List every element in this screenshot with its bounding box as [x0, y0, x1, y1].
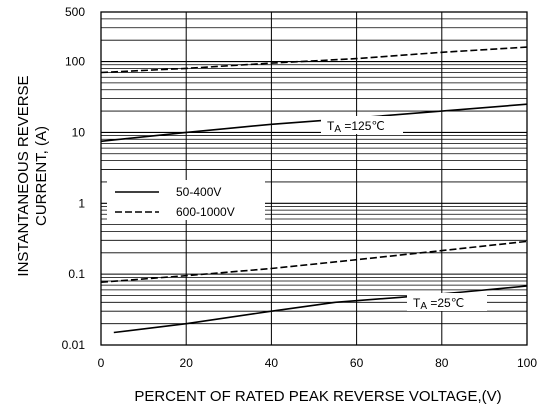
annotation-box — [407, 293, 487, 311]
legend-label: 50-400V — [176, 185, 221, 199]
series-line-solid-25 — [113, 285, 528, 334]
y-axis-title-line1: INSTANTANEOUS REVERSE — [15, 75, 32, 276]
y-tick-label: 0.1 — [68, 267, 85, 281]
legend-box — [107, 180, 265, 220]
x-axis-ticks: 0 20 40 60 80 100 — [98, 356, 538, 370]
series-line-solid-125 — [100, 103, 528, 143]
plot-frame — [100, 11, 528, 346]
y-tick-label: 10 — [72, 125, 86, 139]
x-axis-title: PERCENT OF RATED PEAK REVERSE VOLTAGE,(V… — [134, 388, 501, 405]
x-tick-label: 40 — [265, 356, 279, 370]
x-tick-label: 0 — [98, 356, 105, 370]
y-axis-title-line2: CURRENT, (A) — [33, 126, 50, 226]
legend: 50-400V 600-1000V — [107, 180, 265, 220]
y-axis-ticks: 0.01 0.1 1 10 100 500 — [62, 5, 86, 352]
x-tick-label: 20 — [180, 356, 194, 370]
series-line-dashed-125 — [100, 46, 528, 74]
annotation-box — [321, 116, 403, 134]
x-tick-label: 100 — [517, 356, 537, 370]
annotation-label: TA =25℃ — [413, 296, 464, 312]
series-lines — [100, 46, 528, 334]
y-tick-label: 500 — [65, 5, 85, 19]
y-tick-label: 100 — [65, 55, 85, 69]
series-line-dashed-25 — [100, 240, 528, 283]
y-tick-label: 0.01 — [62, 338, 86, 352]
plot-border — [100, 11, 528, 346]
annotation-label: TA =125℃ — [327, 119, 385, 135]
x-tick-label: 60 — [350, 356, 364, 370]
x-tick-label: 80 — [435, 356, 449, 370]
legend-label: 600-1000V — [176, 205, 235, 219]
y-tick-label: 1 — [78, 196, 85, 210]
annotations: TA =125℃ TA =25℃ — [321, 116, 487, 312]
